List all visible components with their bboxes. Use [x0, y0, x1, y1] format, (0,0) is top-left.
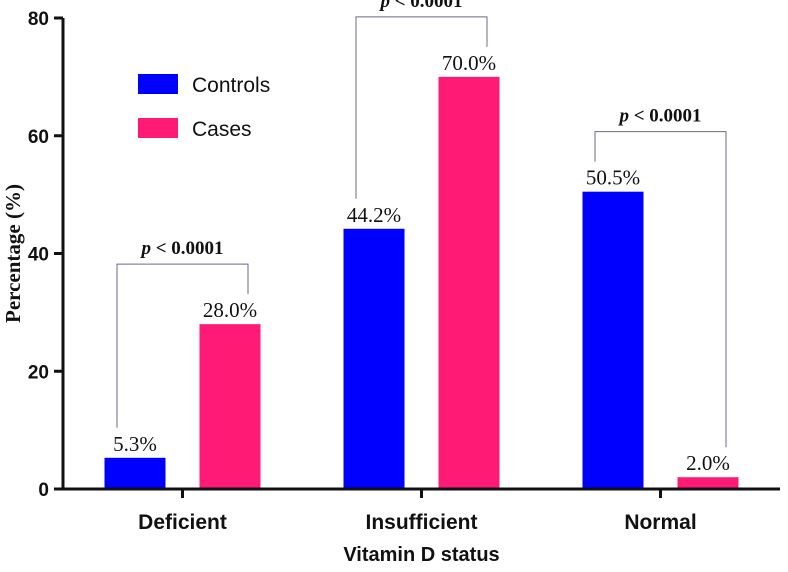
y-tick-label: 60: [28, 127, 49, 148]
x-category-label: Normal: [624, 511, 696, 534]
data-label: 28.0%: [203, 298, 257, 322]
bar-controls-insufficient: [343, 228, 405, 489]
y-axis-ticks: 0 20 40 60 80: [28, 9, 63, 501]
p-value-label: p < 0.0001: [617, 106, 701, 127]
bar-cases-insufficient: [438, 76, 500, 489]
legend-label-cases: Cases: [192, 118, 252, 141]
y-tick-label: 20: [28, 362, 49, 383]
data-label: 5.3%: [113, 432, 157, 456]
legend-swatch-controls: [138, 74, 178, 94]
x-axis-title: Vitamin D status: [343, 544, 499, 566]
significance-bracket: [594, 131, 727, 448]
p-value-label: p < 0.0001: [378, 0, 462, 12]
x-category-label: Insufficient: [365, 511, 477, 534]
data-label: 2.0%: [686, 451, 730, 475]
significance-bracket: [116, 263, 249, 428]
x-axis-categories: Deficient Insufficient Normal: [138, 489, 697, 534]
bar-controls-deficient: [104, 457, 166, 489]
data-label: 44.2%: [347, 203, 401, 227]
significance-brackets: p < 0.0001 p < 0.0001 p < 0.0001: [116, 0, 727, 448]
y-tick-label: 0: [38, 480, 49, 501]
legend: Controls Cases: [138, 74, 270, 141]
bars: 5.3% 28.0% 44.2% 70.0% 50.5% 2.0%: [104, 51, 739, 489]
legend-swatch-cases: [138, 118, 178, 138]
data-label: 50.5%: [586, 166, 640, 190]
p-value-label: p < 0.0001: [139, 238, 223, 259]
data-label: 70.0%: [442, 51, 496, 75]
y-tick-label: 80: [28, 9, 49, 30]
bar-cases-deficient: [199, 324, 261, 489]
significance-bracket: [355, 16, 488, 199]
y-axis-title: Percentage (%): [1, 184, 25, 323]
bar-controls-normal: [582, 191, 644, 489]
x-category-label: Deficient: [138, 511, 227, 534]
y-tick-label: 40: [28, 245, 49, 266]
legend-label-controls: Controls: [192, 74, 270, 97]
bar-cases-normal: [677, 477, 739, 489]
